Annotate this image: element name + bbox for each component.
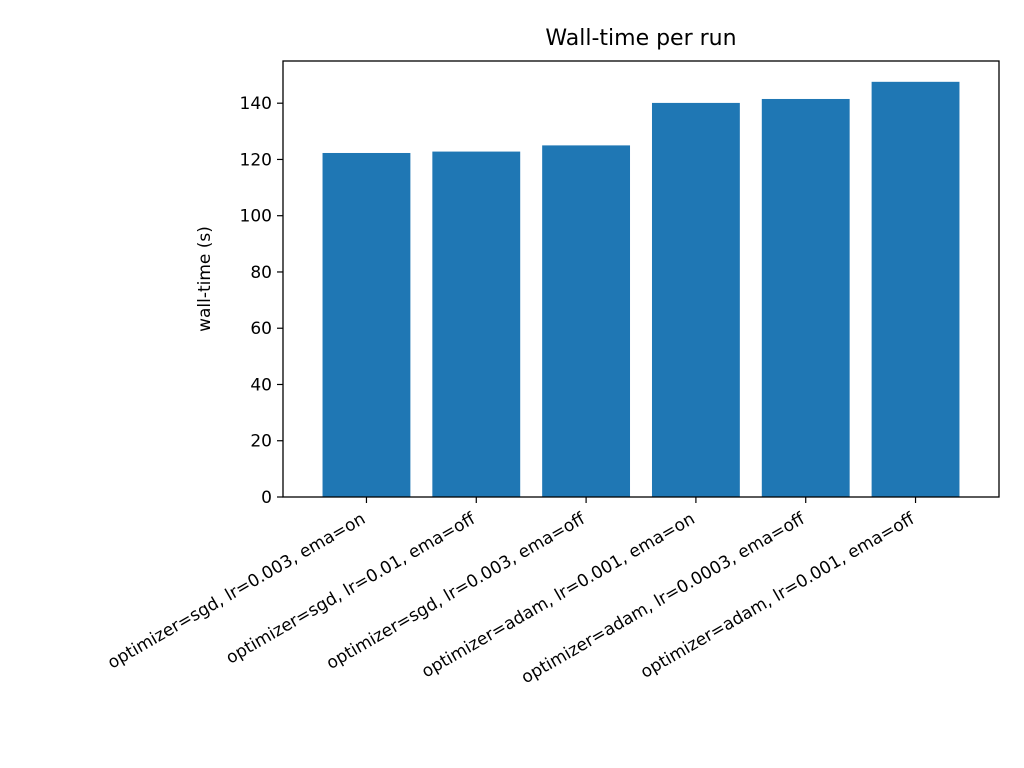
y-tick-label: 80 [250,263,272,283]
y-axis-title: wall-time (s) [195,226,215,332]
bar [871,81,960,497]
bar [432,151,521,497]
bar [322,152,411,497]
bar [761,98,850,498]
plot-frame [282,60,1000,498]
y-tick-label: 20 [250,432,272,452]
y-tick-label: 40 [250,375,272,395]
y-tick-label: 120 [240,150,272,170]
bar-group [322,81,960,498]
y-tick-label: 0 [261,488,272,508]
y-tick-label: 140 [240,94,272,114]
x-axis: optimizer=sgd, lr=0.003, ema=onoptimizer… [104,497,919,688]
bar [651,102,740,497]
y-tick-label: 100 [240,207,272,227]
y-tick-label: 60 [250,319,272,339]
chart-title: Wall-time per run [545,26,736,51]
y-axis: 0 20 40 60 80 100 120 140 [240,94,283,508]
bar [542,145,631,498]
